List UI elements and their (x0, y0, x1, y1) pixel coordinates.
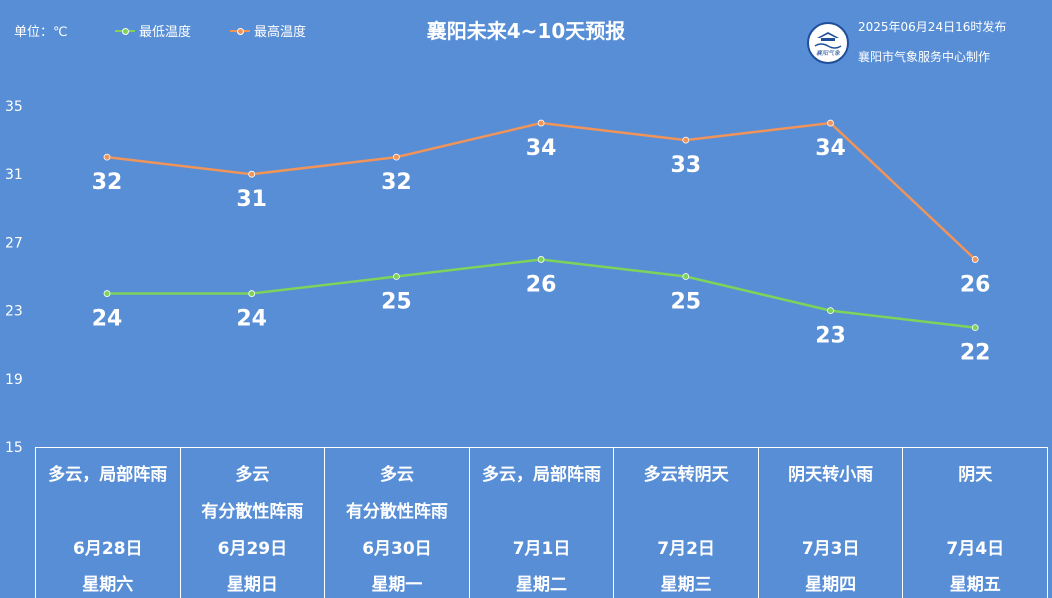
weather-service-logo: 襄阳气象 (807, 22, 849, 64)
data-point (971, 256, 979, 263)
data-label: 25 (670, 290, 701, 315)
y-tick-label: 27 (5, 235, 23, 251)
y-axis: 15 19 23 27 31 35 (5, 99, 23, 456)
weather-text: 多云转阴天 (643, 465, 729, 485)
data-label: 34 (526, 136, 557, 161)
forecast-date: 7月2日 (657, 539, 715, 559)
weather-detail-text: 有分散性阵雨 (201, 502, 304, 522)
chart-title: 襄阳未来4~10天预报 (426, 19, 626, 43)
forecast-day-column: 多云有分散性阵雨 6月29日星期日 (181, 448, 326, 598)
forecast-date: 7月1日 (512, 539, 571, 559)
data-label: 32 (92, 170, 123, 195)
y-tick-label: 35 (5, 99, 23, 115)
data-label: 26 (960, 272, 991, 297)
weather-detail-text: 有分散性阵雨 (345, 502, 448, 522)
forecast-date: 6月30日 (362, 539, 432, 559)
forecast-day-column: 多云，局部阵雨 6月28日星期六 (36, 448, 181, 598)
data-point (682, 136, 690, 144)
forecast-weekday: 星期一 (371, 575, 423, 595)
weather-text: 多云，局部阵雨 (482, 465, 602, 485)
data-point (827, 119, 834, 127)
data-label: 25 (381, 290, 412, 315)
legend-item-high: 最高温度 (230, 21, 306, 40)
legend-label-high: 最高温度 (254, 25, 307, 40)
producer-credit: 襄阳市气象服务中心制作 (858, 50, 991, 64)
forecast-weekday: 星期日 (226, 575, 278, 595)
forecast-day-column: 多云转阴天 7月2日星期三 (614, 448, 759, 598)
data-label: 34 (815, 136, 846, 161)
data-label: 22 (960, 341, 991, 366)
data-label: 24 (236, 307, 267, 332)
weather-text: 阴天 (958, 465, 993, 485)
weather-text: 多云，局部阵雨 (48, 465, 168, 485)
forecast-day-column: 多云有分散性阵雨 6月30日星期一 (325, 448, 470, 598)
forecast-weekday: 星期四 (805, 575, 857, 595)
forecast-day-column: 多云，局部阵雨 7月1日星期二 (470, 448, 615, 598)
y-tick-label: 19 (5, 372, 23, 388)
unit-label: 单位：℃ (14, 25, 68, 40)
data-point (392, 273, 400, 280)
forecast-day-column: 阴天 7月4日星期五 (903, 448, 1049, 598)
data-label: 26 (526, 272, 557, 297)
forecast-weekday: 星期二 (516, 575, 568, 595)
data-label: 31 (236, 187, 267, 212)
forecast-weekday: 星期三 (660, 575, 712, 595)
legend-swatch-low (115, 26, 135, 36)
publish-time: 2025年06月24日16时发布 (858, 20, 1007, 34)
forecast-date: 6月28日 (73, 539, 143, 559)
forecast-date: 7月3日 (801, 539, 860, 559)
chart-data-labels: 24 24 25 26 25 23 22 32 31 32 34 33 34 26 (92, 136, 991, 366)
data-label: 23 (815, 324, 846, 349)
data-point (682, 273, 690, 280)
forecast-day-column: 阴天转小雨 7月3日星期四 (759, 448, 904, 598)
forecast-table: 多云，局部阵雨 6月28日星期六 多云有分散性阵雨 6月29日星期日 多云有分散性阵雨 6… (35, 447, 1049, 598)
weather-text: 多云 (235, 465, 270, 485)
forecast-weekday: 星期五 (949, 575, 1001, 595)
y-tick-label: 31 (5, 167, 23, 183)
data-label: 32 (381, 170, 412, 195)
legend-item-low: 最低温度 (115, 21, 191, 40)
legend-swatch-high (230, 26, 250, 36)
logo-emblem-icon: 襄阳气象 (814, 32, 842, 57)
weather-text: 多云 (379, 465, 414, 485)
chart-series (103, 119, 979, 332)
data-point (971, 324, 979, 332)
logo-text: 襄阳气象 (816, 49, 841, 57)
data-point (537, 119, 545, 127)
data-point (248, 170, 256, 178)
data-point (248, 290, 256, 297)
data-point (103, 153, 111, 161)
legend-label-low: 最低温度 (139, 25, 192, 40)
y-tick-label: 23 (5, 304, 23, 320)
weather-text: 阴天转小雨 (788, 465, 874, 485)
data-label: 33 (670, 153, 701, 178)
data-point (827, 307, 834, 315)
y-tick-label: 15 (5, 440, 23, 456)
forecast-date: 7月4日 (946, 539, 1005, 559)
data-point (103, 290, 111, 297)
forecast-date: 6月29日 (217, 539, 288, 559)
data-point (537, 256, 545, 263)
forecast-weekday: 星期六 (82, 575, 134, 595)
data-point (392, 153, 400, 161)
data-label: 24 (92, 307, 123, 332)
